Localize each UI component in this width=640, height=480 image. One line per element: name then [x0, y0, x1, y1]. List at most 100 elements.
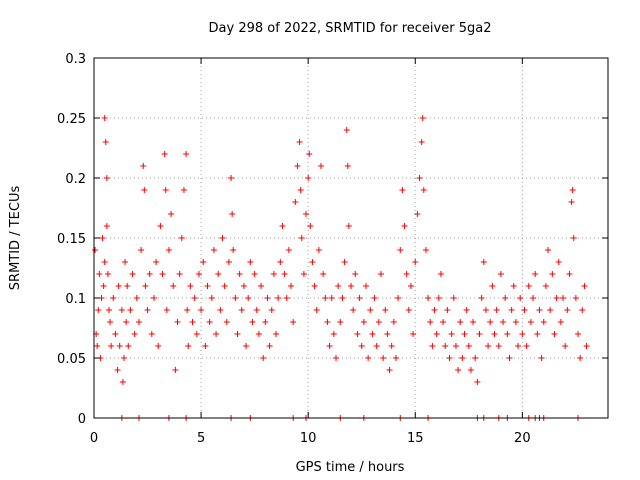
y-axis-label: SRMTID / TECUs — [8, 186, 23, 291]
data-point — [184, 307, 191, 313]
data-points — [92, 115, 590, 421]
data-point — [414, 211, 421, 217]
data-point — [352, 271, 359, 277]
data-point — [365, 355, 372, 361]
data-point — [425, 295, 432, 301]
data-point — [124, 283, 131, 289]
data-point — [264, 295, 271, 301]
data-point — [100, 283, 107, 289]
data-point — [172, 367, 179, 373]
data-point — [405, 307, 412, 313]
data-point — [525, 283, 532, 289]
data-point — [431, 307, 438, 313]
data-point — [195, 271, 202, 277]
data-point — [330, 331, 337, 337]
data-point — [288, 283, 295, 289]
data-point — [219, 235, 226, 241]
data-point — [236, 271, 243, 277]
data-point — [200, 259, 207, 265]
data-point — [491, 331, 498, 337]
y-tick-label: 0.2 — [65, 172, 86, 187]
data-point — [155, 343, 162, 349]
data-point — [138, 247, 145, 253]
data-point — [125, 343, 132, 349]
data-point — [395, 295, 402, 301]
data-point — [517, 295, 524, 301]
data-point — [530, 295, 537, 301]
data-point — [560, 295, 567, 301]
data-point — [540, 319, 547, 325]
data-point — [356, 295, 363, 301]
data-point — [455, 367, 462, 373]
y-tick-label: 0.1 — [65, 292, 86, 307]
data-point — [343, 127, 350, 133]
data-point — [465, 343, 472, 349]
data-point — [532, 271, 539, 277]
data-point — [536, 307, 543, 313]
data-point — [369, 331, 376, 337]
data-point — [485, 343, 492, 349]
data-point — [153, 259, 160, 265]
data-point — [403, 271, 410, 277]
data-point — [101, 115, 108, 121]
data-point — [311, 283, 318, 289]
data-point — [157, 223, 164, 229]
x-tick-label: 10 — [300, 431, 317, 446]
data-point — [416, 175, 423, 181]
data-point — [487, 319, 494, 325]
data-point — [140, 163, 147, 169]
data-point — [115, 283, 122, 289]
data-point — [512, 319, 519, 325]
data-point — [144, 307, 151, 313]
data-point — [448, 331, 455, 337]
data-point — [375, 319, 382, 325]
data-point — [401, 223, 408, 229]
data-point — [575, 331, 582, 337]
data-point — [255, 331, 262, 337]
data-point — [380, 355, 387, 361]
y-tick-label: 0.15 — [57, 232, 86, 247]
y-tick-label: 0.25 — [57, 112, 86, 127]
data-point — [150, 295, 157, 301]
data-point — [467, 367, 474, 373]
data-point — [577, 355, 584, 361]
data-point — [103, 223, 110, 229]
data-point — [283, 295, 290, 301]
data-point — [112, 331, 119, 337]
data-point — [96, 271, 103, 277]
data-point — [142, 283, 149, 289]
data-point — [519, 331, 526, 337]
data-point — [223, 319, 230, 325]
data-point — [480, 259, 487, 265]
data-point — [476, 331, 483, 337]
data-point — [107, 319, 114, 325]
data-point — [504, 331, 511, 337]
data-point — [373, 343, 380, 349]
data-point — [318, 163, 325, 169]
data-point — [384, 331, 391, 337]
data-point — [328, 295, 335, 301]
data-point — [249, 319, 256, 325]
chart-title: Day 298 of 2022, SRMTID for receiver 5ga… — [209, 21, 492, 36]
data-point — [185, 343, 192, 349]
data-point — [148, 331, 155, 337]
data-point — [442, 343, 449, 349]
data-point — [542, 283, 549, 289]
data-point — [281, 271, 288, 277]
data-point — [118, 307, 125, 313]
data-point — [122, 259, 129, 265]
data-point — [215, 271, 222, 277]
data-point — [238, 307, 245, 313]
data-point — [534, 331, 541, 337]
data-point — [229, 211, 236, 217]
data-point — [508, 307, 515, 313]
data-point — [189, 319, 196, 325]
data-point — [412, 259, 419, 265]
data-point — [335, 283, 342, 289]
data-point — [103, 175, 110, 181]
data-point — [206, 319, 213, 325]
data-point — [294, 163, 301, 169]
data-point — [168, 211, 175, 217]
data-point — [102, 139, 109, 145]
